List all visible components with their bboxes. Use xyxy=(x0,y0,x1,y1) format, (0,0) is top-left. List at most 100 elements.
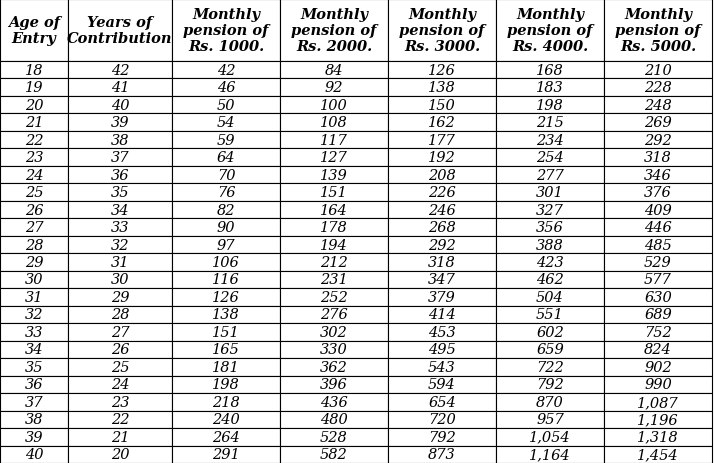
Bar xyxy=(604,219,712,236)
Bar xyxy=(388,149,496,167)
Text: 543: 543 xyxy=(428,360,456,374)
Bar xyxy=(280,97,388,114)
Bar xyxy=(0,445,68,463)
Bar xyxy=(496,358,604,376)
Bar xyxy=(604,149,712,167)
Bar xyxy=(280,114,388,131)
Bar xyxy=(172,114,280,131)
Bar xyxy=(604,393,712,411)
Bar xyxy=(0,201,68,219)
Bar xyxy=(604,167,712,184)
Text: 480: 480 xyxy=(320,413,348,426)
Bar xyxy=(172,428,280,445)
Text: 28: 28 xyxy=(25,238,43,252)
Bar xyxy=(172,219,280,236)
Text: 240: 240 xyxy=(212,413,240,426)
Bar xyxy=(172,445,280,463)
Text: 752: 752 xyxy=(644,325,672,339)
Text: 23: 23 xyxy=(25,151,43,165)
Text: 957: 957 xyxy=(536,413,564,426)
Text: 20: 20 xyxy=(25,99,43,113)
Text: 234: 234 xyxy=(536,133,564,147)
Bar xyxy=(68,184,172,201)
Text: 268: 268 xyxy=(428,220,456,235)
Bar xyxy=(496,393,604,411)
Text: 414: 414 xyxy=(428,308,456,322)
Bar xyxy=(68,167,172,184)
Text: 194: 194 xyxy=(320,238,348,252)
Bar xyxy=(172,288,280,306)
Bar xyxy=(388,236,496,254)
Text: 551: 551 xyxy=(536,308,564,322)
Bar xyxy=(496,376,604,393)
Text: Years of
Contribution: Years of Contribution xyxy=(67,16,173,46)
Bar xyxy=(172,167,280,184)
Bar xyxy=(68,288,172,306)
Text: 150: 150 xyxy=(428,99,456,113)
Text: 396: 396 xyxy=(320,377,348,392)
Bar xyxy=(388,219,496,236)
Bar xyxy=(496,254,604,271)
Text: 151: 151 xyxy=(212,325,240,339)
Bar xyxy=(496,114,604,131)
Bar xyxy=(388,288,496,306)
Text: 18: 18 xyxy=(25,63,43,78)
Bar xyxy=(388,271,496,288)
Bar xyxy=(388,358,496,376)
Text: 582: 582 xyxy=(320,447,348,461)
Text: 21: 21 xyxy=(25,116,43,130)
Bar xyxy=(604,236,712,254)
Bar xyxy=(0,114,68,131)
Bar xyxy=(496,428,604,445)
Bar xyxy=(0,167,68,184)
Bar xyxy=(388,254,496,271)
Text: 42: 42 xyxy=(217,63,235,78)
Text: 33: 33 xyxy=(111,220,129,235)
Text: 138: 138 xyxy=(428,81,456,95)
Bar xyxy=(0,62,68,79)
Text: 485: 485 xyxy=(644,238,672,252)
Bar xyxy=(0,306,68,324)
Bar xyxy=(280,324,388,341)
Bar xyxy=(172,62,280,79)
Bar xyxy=(604,254,712,271)
Text: 24: 24 xyxy=(25,168,43,182)
Bar xyxy=(604,288,712,306)
Text: 40: 40 xyxy=(25,447,43,461)
Text: 165: 165 xyxy=(212,343,240,357)
Bar xyxy=(604,97,712,114)
Text: 252: 252 xyxy=(320,290,348,304)
Bar xyxy=(68,306,172,324)
Text: 34: 34 xyxy=(25,343,43,357)
Text: 423: 423 xyxy=(536,256,564,269)
Bar xyxy=(496,149,604,167)
Text: 198: 198 xyxy=(212,377,240,392)
Bar xyxy=(604,341,712,358)
Text: 231: 231 xyxy=(320,273,348,287)
Text: 42: 42 xyxy=(111,63,129,78)
Text: 82: 82 xyxy=(217,203,235,217)
Text: 453: 453 xyxy=(428,325,456,339)
Text: 192: 192 xyxy=(428,151,456,165)
Bar xyxy=(388,184,496,201)
Bar xyxy=(604,428,712,445)
Text: 181: 181 xyxy=(212,360,240,374)
Text: 19: 19 xyxy=(25,81,43,95)
Bar xyxy=(604,376,712,393)
Text: 31: 31 xyxy=(25,290,43,304)
Bar xyxy=(388,324,496,341)
Bar xyxy=(68,0,172,62)
Text: 54: 54 xyxy=(217,116,235,130)
Text: 138: 138 xyxy=(212,308,240,322)
Bar xyxy=(604,79,712,97)
Text: 97: 97 xyxy=(217,238,235,252)
Bar xyxy=(172,271,280,288)
Bar xyxy=(172,131,280,149)
Bar xyxy=(68,428,172,445)
Text: 388: 388 xyxy=(536,238,564,252)
Bar xyxy=(0,131,68,149)
Text: 254: 254 xyxy=(536,151,564,165)
Bar xyxy=(0,324,68,341)
Bar xyxy=(0,184,68,201)
Text: 1,454: 1,454 xyxy=(637,447,679,461)
